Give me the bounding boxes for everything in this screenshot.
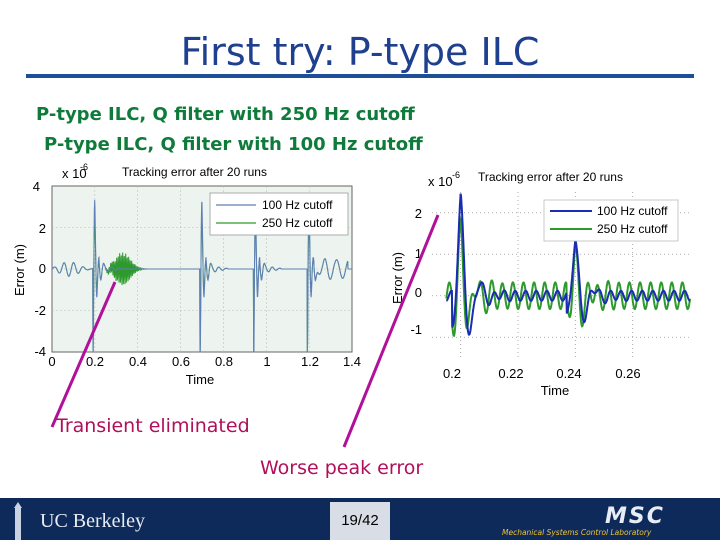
left-chart-xticks: 0 0.2 0.4 0.6 0.8 1 1.2 1.4 bbox=[48, 354, 361, 369]
left-xtick: 0 bbox=[48, 354, 55, 369]
right-ytick: 0 bbox=[415, 285, 422, 300]
right-legend-100hz: 100 Hz cutoff bbox=[597, 204, 668, 218]
left-chart-scale-exp: -6 bbox=[80, 162, 88, 172]
left-chart-xlabel: Time bbox=[186, 372, 214, 387]
right-chart: Tracking error after 20 runs x 10 -6 2 1… bbox=[390, 170, 691, 398]
right-chart-ylabel: Error (m) bbox=[390, 252, 405, 304]
left-chart-title: Tracking error after 20 runs bbox=[122, 165, 267, 179]
right-series-100hz bbox=[445, 193, 691, 336]
left-xtick: 0.2 bbox=[86, 354, 104, 369]
title-underline bbox=[26, 74, 694, 78]
left-chart-legend: 100 Hz cutoff 250 Hz cutoff bbox=[209, 192, 349, 236]
left-chart: Tracking error after 20 runs x 10 -6 4 2… bbox=[12, 162, 361, 387]
annotation-arrow-transient bbox=[50, 281, 117, 428]
right-xtick: 0.26 bbox=[615, 366, 640, 381]
left-chart-yticks: 4 2 0 -2 -4 bbox=[33, 179, 46, 359]
left-chart-ylabel: Error (m) bbox=[12, 244, 27, 296]
right-chart-yticks: 2 1 0 -1 bbox=[410, 206, 422, 337]
left-series-100hz bbox=[51, 199, 352, 353]
right-chart-scale: x 10 bbox=[428, 174, 453, 189]
left-ytick: 4 bbox=[33, 179, 40, 194]
right-chart-scale-exp: -6 bbox=[452, 170, 460, 180]
left-chart-scale: x 10 bbox=[62, 166, 87, 181]
campanile-icon bbox=[14, 502, 22, 540]
right-ytick: 1 bbox=[415, 246, 422, 261]
left-xtick: 0.6 bbox=[172, 354, 190, 369]
left-ytick: -4 bbox=[34, 344, 46, 359]
right-legend-250hz: 250 Hz cutoff bbox=[597, 222, 668, 236]
footer-msc-logo: MSC bbox=[605, 504, 665, 529]
footer-uc-berkeley-logo: UC Berkeley bbox=[40, 510, 145, 532]
left-legend-250hz: 250 Hz cutoff bbox=[262, 216, 333, 230]
left-xtick: 1 bbox=[263, 354, 270, 369]
right-chart-xlabel: Time bbox=[541, 383, 569, 398]
right-xtick: 0.24 bbox=[556, 366, 581, 381]
note-transient-eliminated: Transient eliminated bbox=[56, 415, 250, 437]
left-legend-100hz: 100 Hz cutoff bbox=[262, 198, 333, 212]
right-xtick: 0.2 bbox=[443, 366, 461, 381]
right-xtick: 0.22 bbox=[498, 366, 523, 381]
page-number-box bbox=[330, 502, 390, 540]
subtitle-250hz: P-type ILC, Q filter with 250 Hz cutoff bbox=[36, 104, 415, 125]
right-ytick: -1 bbox=[410, 322, 422, 337]
note-worse-peak-error: Worse peak error bbox=[260, 457, 424, 479]
right-legend-box bbox=[543, 199, 679, 242]
left-xtick: 1.2 bbox=[301, 354, 319, 369]
left-xtick: 1.4 bbox=[343, 354, 361, 369]
annotation-arrow-peak bbox=[342, 214, 440, 448]
left-legend-box bbox=[209, 192, 349, 236]
footer-msc-subtitle: Mechanical Systems Control Laboratory bbox=[502, 528, 652, 537]
right-chart-title: Tracking error after 20 runs bbox=[478, 170, 623, 184]
left-ytick: 2 bbox=[39, 221, 46, 236]
right-ytick: 2 bbox=[415, 206, 422, 221]
slide-title: First try: P-type ILC bbox=[180, 30, 540, 74]
subtitle-100hz: P-type ILC, Q filter with 100 Hz cutoff bbox=[44, 134, 423, 155]
left-xtick: 0.4 bbox=[129, 354, 147, 369]
left-ytick: 0 bbox=[39, 261, 46, 276]
right-chart-legend: 100 Hz cutoff 250 Hz cutoff bbox=[543, 199, 679, 242]
left-ytick: -2 bbox=[34, 303, 46, 318]
left-xtick: 0.8 bbox=[215, 354, 233, 369]
page-number: 19/42 bbox=[341, 512, 379, 529]
right-chart-xticks: 0.2 0.22 0.24 0.26 bbox=[443, 366, 641, 381]
